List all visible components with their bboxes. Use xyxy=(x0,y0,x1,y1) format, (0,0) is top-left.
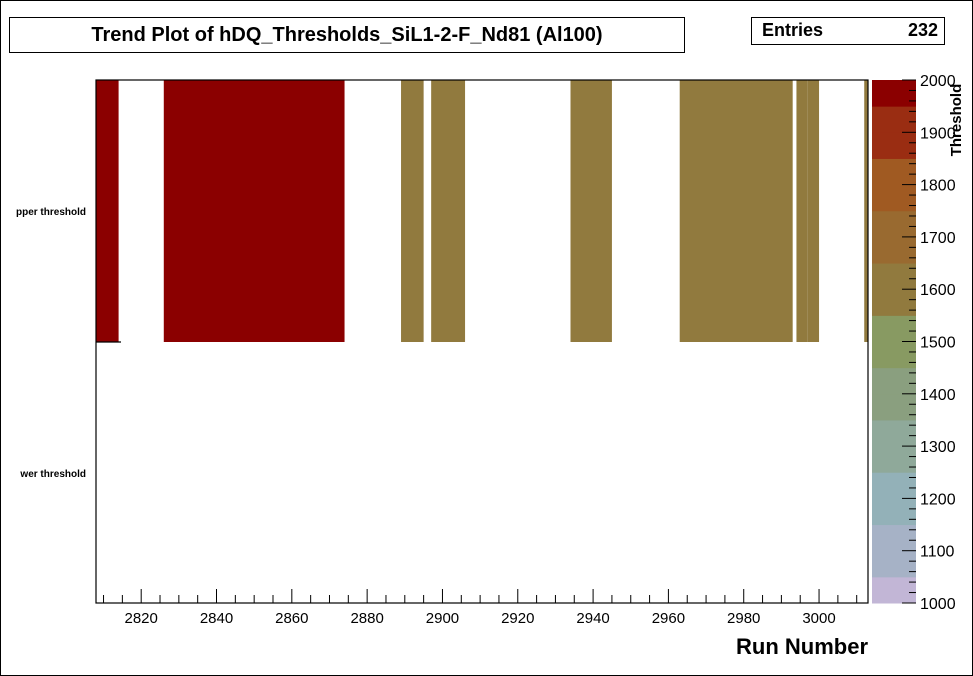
heatmap-cell-2 xyxy=(401,80,424,342)
palette-step-2 xyxy=(872,524,916,552)
palette-step-16 xyxy=(872,158,916,186)
palette-tick-label: 1800 xyxy=(920,178,956,195)
x-axis-label: Run Number xyxy=(736,634,868,659)
x-tick-label: 2880 xyxy=(350,610,383,627)
y-label-lower: wer threshold xyxy=(19,469,86,480)
x-tick-label: 2980 xyxy=(727,610,760,627)
x-tick-label: 2860 xyxy=(275,610,308,627)
stats-box: Entries 232 xyxy=(751,17,945,45)
palette-step-4 xyxy=(872,472,916,499)
heatmap-cell-3 xyxy=(431,80,466,342)
heatmap-cell-8 xyxy=(864,80,868,342)
stats-entries-value: 232 xyxy=(907,20,938,40)
heatmap-cell-1 xyxy=(163,80,345,342)
palette-tick-label: 1400 xyxy=(920,387,956,404)
stats-entries-label: Entries xyxy=(762,20,824,40)
heatmap-cell-6 xyxy=(796,80,808,342)
chart-title: Trend Plot of hDQ_Thresholds_SiL1-2-F_Nd… xyxy=(9,17,685,53)
palette-tick-label: 1100 xyxy=(920,544,955,561)
heatmap-cell-0 xyxy=(96,80,119,342)
palette-tick-label: 1700 xyxy=(920,230,956,247)
heatmap-cell-7 xyxy=(807,80,820,342)
palette-step-12 xyxy=(872,263,916,290)
x-tick-label: 2960 xyxy=(652,610,685,627)
palette-step-8 xyxy=(872,367,916,395)
palette-step-13 xyxy=(872,236,916,264)
palette-step-3 xyxy=(872,498,916,526)
palette-step-19 xyxy=(872,80,916,107)
palette-step-1 xyxy=(872,550,916,578)
heatmap-cell-5 xyxy=(679,80,793,342)
x-tick-label: 2900 xyxy=(426,610,459,627)
palette-tick-label: 1300 xyxy=(920,439,956,456)
x-tick-label: 2820 xyxy=(125,610,158,627)
palette-step-7 xyxy=(872,393,916,421)
palette-step-6 xyxy=(872,419,916,447)
x-tick-label: 2840 xyxy=(200,610,233,627)
palette-step-0 xyxy=(872,576,916,604)
palette-tick-label: 1200 xyxy=(920,491,956,508)
palette-step-11 xyxy=(872,289,916,316)
palette-tick-label: 1900 xyxy=(920,125,956,142)
palette-step-10 xyxy=(872,315,916,342)
x-tick-label: 3000 xyxy=(802,610,835,627)
palette-axis-label: Threshold xyxy=(948,84,965,157)
x-tick-label: 2940 xyxy=(576,610,609,627)
palette-step-14 xyxy=(872,210,916,238)
palette-step-17 xyxy=(872,132,916,159)
palette-step-18 xyxy=(872,106,916,133)
palette-step-9 xyxy=(872,341,916,369)
x-tick-label: 2920 xyxy=(501,610,534,627)
palette-step-5 xyxy=(872,446,916,473)
palette-tick-label: 2000 xyxy=(920,73,956,90)
heatmap-cell-4 xyxy=(570,80,612,342)
y-label-upper: pper threshold xyxy=(16,207,86,218)
palette-tick-label: 1600 xyxy=(920,282,956,299)
palette-step-15 xyxy=(872,184,916,212)
palette-tick-label: 1500 xyxy=(920,335,956,352)
palette-tick-label: 1000 xyxy=(920,596,956,613)
